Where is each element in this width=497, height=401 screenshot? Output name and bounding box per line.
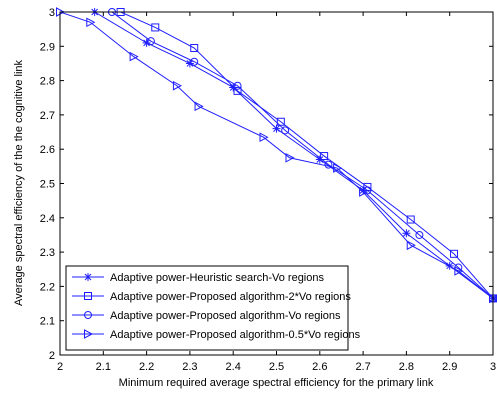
series-1-point xyxy=(402,229,410,237)
x-tick-label: 2.3 xyxy=(182,361,197,373)
y-tick-label: 2.2 xyxy=(40,281,55,293)
y-tick-label: 2.7 xyxy=(40,110,55,122)
y-tick-label: 3 xyxy=(49,7,55,19)
legend-label: Adaptive power-Proposed algorithm-2*Vo r… xyxy=(110,291,351,303)
x-tick-label: 3 xyxy=(490,361,496,373)
legend-marker xyxy=(84,273,92,281)
y-tick-label: 2.8 xyxy=(40,76,55,88)
x-tick-label: 2.4 xyxy=(226,361,241,373)
y-tick-label: 2.4 xyxy=(40,213,55,225)
x-tick-label: 2.7 xyxy=(355,361,370,373)
x-axis-title: Minimum required average spectral effici… xyxy=(119,377,434,389)
legend-label: Adaptive power-Proposed algorithm-Vo reg… xyxy=(110,310,341,322)
legend-item: Adaptive power-Proposed algorithm-Vo reg… xyxy=(72,310,341,322)
y-tick-label: 2 xyxy=(49,350,55,362)
y-tick-label: 2.1 xyxy=(40,316,55,328)
y-tick-label: 2.9 xyxy=(40,41,55,53)
x-tick-label: 2.2 xyxy=(139,361,154,373)
y-tick-label: 2.5 xyxy=(40,179,55,191)
legend-item: Adaptive power-Proposed algorithm-0.5*Vo… xyxy=(72,329,361,341)
x-tick-label: 2.1 xyxy=(96,361,111,373)
legend-item: Adaptive power-Proposed algorithm-2*Vo r… xyxy=(72,291,351,303)
x-tick-label: 2.8 xyxy=(399,361,414,373)
legend-item: Adaptive power-Heuristic search-Vo regio… xyxy=(72,272,324,284)
y-tick-label: 2.6 xyxy=(40,144,55,156)
x-tick-label: 2.5 xyxy=(269,361,284,373)
legend: Adaptive power-Heuristic search-Vo regio… xyxy=(66,266,361,350)
x-tick-label: 2.9 xyxy=(442,361,457,373)
y-tick-label: 2.3 xyxy=(40,247,55,259)
y-axis-title: Average spectral efficiency of the the c… xyxy=(13,59,25,306)
legend-label: Adaptive power-Heuristic search-Vo regio… xyxy=(110,272,324,284)
x-tick-label: 2 xyxy=(57,361,63,373)
series-1-point xyxy=(273,125,281,133)
x-tick-label: 2.6 xyxy=(312,361,327,373)
legend-label: Adaptive power-Proposed algorithm-0.5*Vo… xyxy=(110,329,361,341)
